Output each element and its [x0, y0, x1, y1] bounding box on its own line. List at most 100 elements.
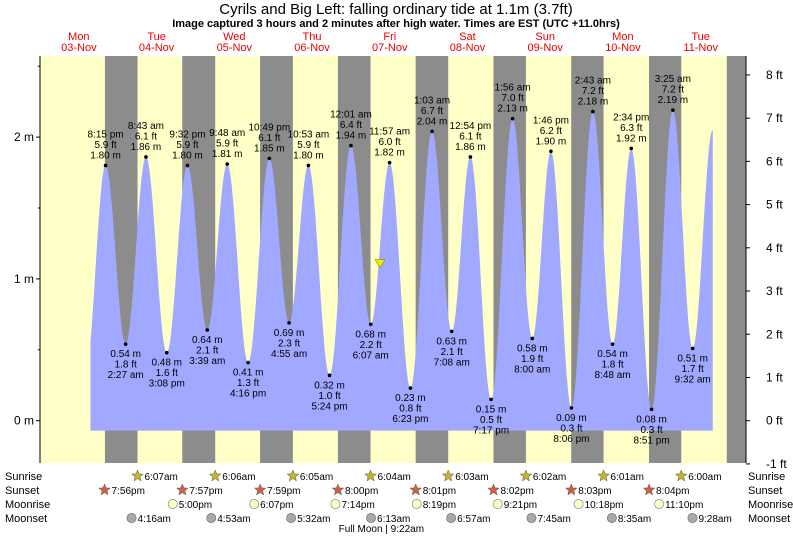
moonset-time: 6:13am — [377, 514, 410, 525]
tide-label: 6:07 am — [353, 350, 389, 361]
moonrise-icon — [654, 499, 664, 509]
tide-label: 2.1 ft — [196, 345, 218, 356]
tide-label: 7.0 ft — [501, 93, 523, 104]
tide-point — [387, 160, 392, 165]
tide-label: 2.2 ft — [360, 340, 382, 351]
tide-label: 1.80 m — [172, 150, 203, 161]
tide-label: 0.64 m — [192, 335, 223, 346]
sunset-time: 8:04pm — [656, 486, 689, 497]
tide-label: 5.9 ft — [216, 139, 238, 150]
moonset-icon — [446, 513, 457, 523]
tide-label: 1.8 ft — [601, 360, 623, 371]
tide-label: 1.7 ft — [682, 364, 704, 375]
tide-label: 11:57 am — [369, 127, 410, 138]
sunrise-time: 6:01am — [611, 472, 644, 483]
tide-label: 1.80 m — [90, 150, 121, 161]
tide-label: 1.0 ft — [318, 391, 340, 402]
moonrise-icon — [411, 499, 422, 509]
day-weekday: Wed — [223, 31, 245, 43]
day-date: 07-Nov — [372, 42, 408, 54]
sunrise-icon — [674, 469, 688, 482]
tide-point — [649, 407, 654, 412]
moonrise-time: 10:18pm — [585, 500, 624, 511]
tide-label: 0.3 ft — [640, 425, 662, 436]
tide-label: 0.8 ft — [399, 404, 421, 415]
tide-label: 1.86 m — [131, 142, 162, 153]
tide-label: 1.90 m — [536, 136, 567, 147]
row-label-right-moonrise: Moonrise — [748, 499, 793, 511]
moonrise-icon — [330, 499, 341, 509]
sunset-time: 7:56pm — [112, 486, 145, 497]
tide-label: 6:23 pm — [392, 414, 428, 425]
sunrise-icon — [597, 469, 610, 482]
moonset-icon — [126, 513, 137, 523]
moonset-icon — [606, 513, 617, 523]
tide-point — [246, 360, 250, 365]
tide-label: 1:03 am — [414, 95, 450, 106]
tide-label: 8:51 pm — [634, 435, 670, 446]
tide-point — [287, 321, 291, 325]
tide-label: 0.32 m — [314, 380, 345, 391]
tide-label: 0.3 ft — [560, 423, 582, 434]
tide-label: 5.9 ft — [176, 140, 198, 151]
sunset-time: 8:00pm — [345, 486, 378, 497]
tide-point — [103, 163, 108, 168]
tide-label: 2.1 ft — [441, 347, 463, 358]
moonrise-icon — [249, 499, 260, 509]
tide-series — [90, 110, 713, 431]
tide-label: 9:32 am — [675, 374, 711, 385]
tide-point — [267, 156, 272, 161]
moonset-icon — [286, 513, 296, 523]
right-tick-label: 6 ft — [766, 154, 783, 168]
tide-label: 8:00 am — [514, 364, 550, 375]
tide-point — [144, 155, 148, 159]
tide-label: 1.82 m — [374, 148, 405, 159]
tide-label: 2:34 pm — [613, 112, 649, 123]
tide-label: 7:08 am — [434, 357, 470, 368]
tide-label: 12:54 pm — [450, 121, 492, 132]
tide-label: 1:56 am — [495, 83, 531, 94]
day-date: 06-Nov — [294, 42, 330, 54]
left-tick-label: 2 m — [14, 130, 34, 144]
tide-point — [306, 163, 311, 168]
tide-point — [671, 108, 675, 112]
current-tide-marker — [374, 259, 386, 269]
tide-label: 2:43 am — [575, 76, 611, 87]
sunrise-time: 6:02am — [533, 472, 566, 483]
sunrise-time: 6:07am — [145, 472, 178, 483]
moonrise-time: 7:14pm — [341, 500, 374, 511]
sunrise-time: 6:06am — [222, 472, 255, 483]
row-label-sunset: Sunset — [5, 485, 39, 497]
day-date: 04-Nov — [139, 42, 175, 54]
moonset-icon — [526, 513, 537, 523]
tide-label: 3:39 am — [189, 356, 225, 367]
tide-label: 7.2 ft — [662, 85, 684, 96]
tide-label: 6.7 ft — [421, 106, 443, 117]
tide-label: 12:01 am — [330, 110, 372, 121]
tide-label: 8:06 pm — [553, 434, 589, 445]
row-label-right-sunrise: Sunrise — [748, 471, 785, 483]
tide-label: 1.8 ft — [115, 360, 137, 371]
sunrise-icon — [131, 469, 144, 482]
chart-subtitle: Image captured 3 hours and 2 minutes aft… — [172, 18, 620, 30]
sunset-icon — [564, 483, 578, 496]
tide-label: 6.1 ft — [135, 131, 157, 142]
moonrise-time: 9:21pm — [504, 500, 537, 511]
tide-label: 8:48 am — [595, 370, 631, 381]
sunset-time: 8:02pm — [501, 486, 534, 497]
sunset-icon — [253, 483, 267, 496]
sunrise-time: 6:04am — [378, 472, 411, 483]
tide-point — [510, 116, 515, 121]
sunset-icon — [487, 483, 500, 496]
tide-label: 0.63 m — [436, 336, 467, 347]
moonset-time: 4:16am — [138, 514, 171, 525]
tide-label: 5.9 ft — [94, 140, 116, 151]
right-tick-label: 0 ft — [766, 414, 783, 428]
moonset-time: 4:53am — [217, 514, 250, 525]
sunrise-time: 6:00am — [688, 472, 721, 483]
tide-point — [225, 162, 229, 166]
tide-label: 2.18 m — [578, 97, 609, 108]
tide-label: 0.54 m — [110, 349, 141, 360]
tide-label: 0.41 m — [233, 368, 264, 379]
